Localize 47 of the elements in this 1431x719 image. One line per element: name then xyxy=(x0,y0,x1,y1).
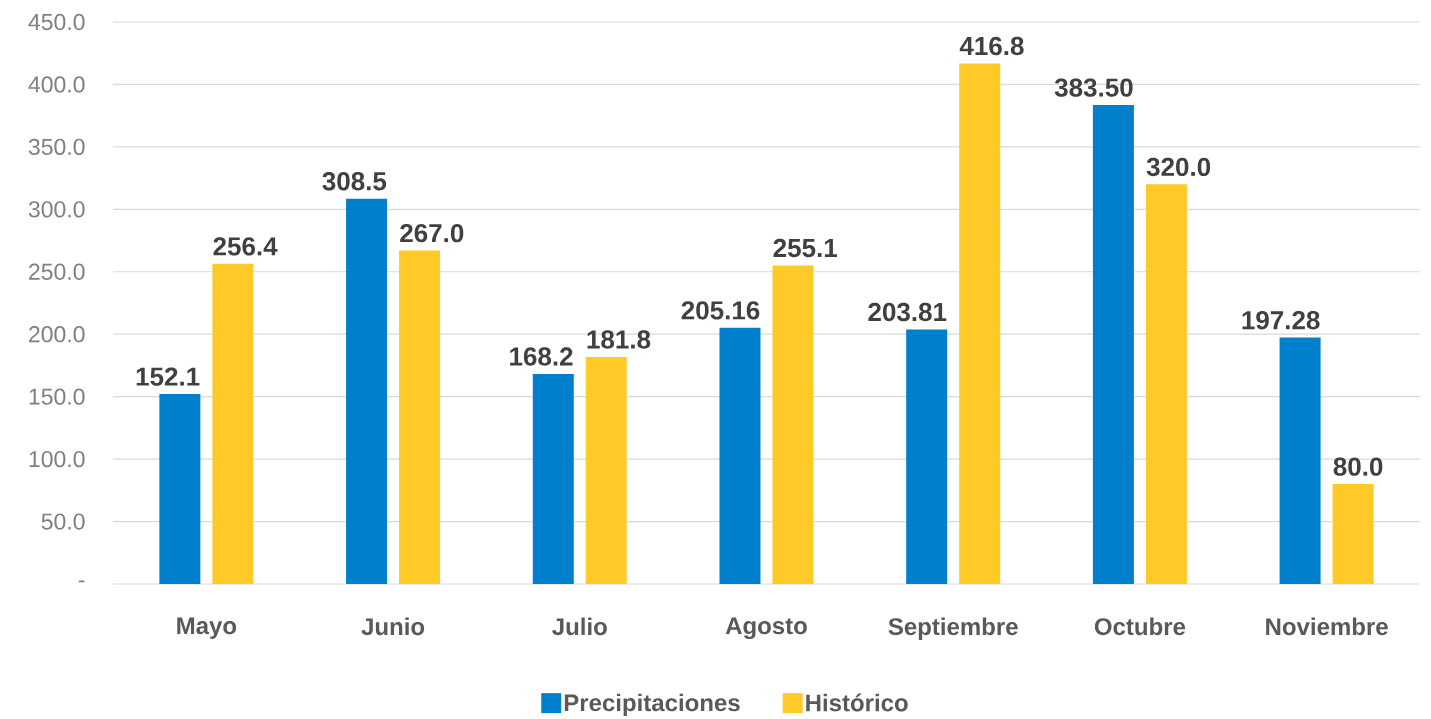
data-label: 181.8 xyxy=(587,330,651,349)
legend-label: Precipitaciones xyxy=(564,693,740,717)
y-tick-label: 300.0 xyxy=(28,201,85,218)
data-label: 308.5 xyxy=(322,172,387,191)
data-label: 152.1 xyxy=(136,367,200,386)
data-label: 203.81 xyxy=(868,302,947,322)
bar xyxy=(399,250,441,584)
bar xyxy=(346,198,388,584)
y-tick-label: 200.0 xyxy=(29,326,85,343)
bar xyxy=(906,329,948,584)
bar xyxy=(1332,484,1374,584)
x-tick-label: Agosto xyxy=(725,617,807,640)
y-tick-label: 350.0 xyxy=(28,138,85,156)
y-tick-label: 100.0 xyxy=(29,450,85,468)
data-label: 416.8 xyxy=(959,36,1024,56)
data-label: 255.1 xyxy=(773,238,838,258)
x-tick-label: Junio xyxy=(361,617,425,636)
data-label: 383.50 xyxy=(1054,78,1133,97)
y-tick-label: 400.0 xyxy=(28,76,85,93)
y-tick-label: 450.0 xyxy=(28,13,85,31)
bar xyxy=(959,63,1001,584)
legend-label: Histórico xyxy=(806,693,908,712)
data-label: 197.28 xyxy=(1242,310,1320,330)
bar xyxy=(1092,105,1134,584)
bar xyxy=(772,265,814,584)
x-tick-label: Noviembre xyxy=(1266,617,1388,636)
data-label: 205.16 xyxy=(681,301,760,320)
x-tick-label: Julio xyxy=(552,617,607,636)
y-tick-label: 150.0 xyxy=(29,388,85,405)
y-tick-label: - xyxy=(78,580,85,583)
bar xyxy=(159,394,201,584)
data-label: 80.0 xyxy=(1333,457,1383,476)
bar xyxy=(719,327,761,584)
bar xyxy=(1279,337,1321,584)
x-tick-label: Octubre xyxy=(1094,617,1186,636)
y-tick-label: 50.0 xyxy=(41,513,85,530)
data-label: 168.2 xyxy=(510,347,573,366)
bar xyxy=(532,373,574,584)
data-label: 320.0 xyxy=(1146,157,1211,177)
bar xyxy=(1145,184,1187,584)
bar xyxy=(212,263,254,584)
x-tick-label: Mayo xyxy=(177,617,237,640)
data-label: 267.0 xyxy=(400,223,464,243)
y-tick-label: 250.0 xyxy=(29,263,85,280)
x-tick-label: Septiembre xyxy=(888,617,1018,640)
bar xyxy=(585,356,627,584)
data-label: 256.4 xyxy=(213,237,278,256)
